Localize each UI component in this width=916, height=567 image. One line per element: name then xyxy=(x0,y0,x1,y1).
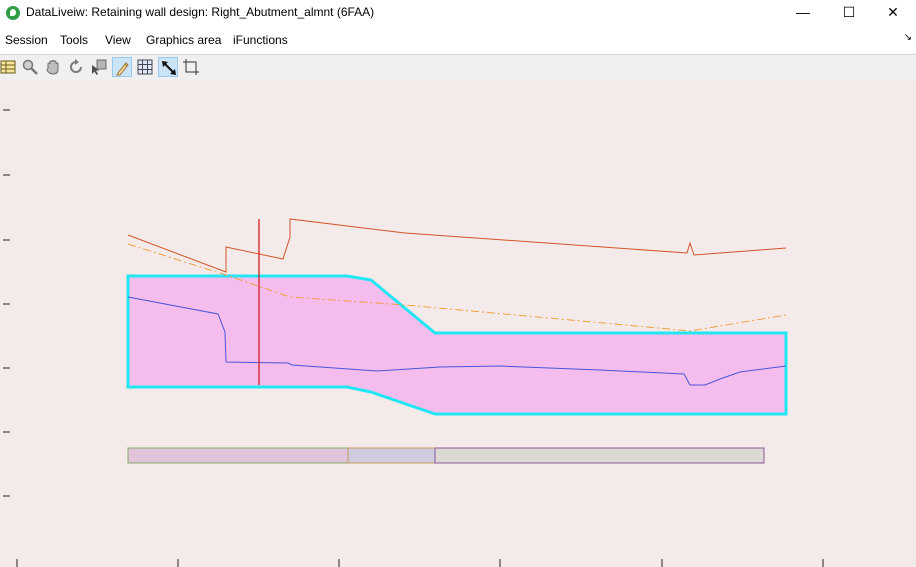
segment-bar-3[interactable] xyxy=(434,447,765,464)
zoom-icon[interactable] xyxy=(20,57,40,77)
minimize-button[interactable]: — xyxy=(796,4,810,20)
fit-frame-icon[interactable] xyxy=(181,57,201,77)
select-tool-icon[interactable] xyxy=(89,57,109,77)
grid-icon[interactable] xyxy=(135,57,155,77)
menu-graphics-area[interactable]: Graphics area xyxy=(146,33,222,47)
menu-ifunctions[interactable]: iFunctions xyxy=(233,33,288,47)
menu-tools[interactable]: Tools xyxy=(60,33,89,47)
menu-bar: Session Tools View Graphics area iFuncti… xyxy=(0,30,916,52)
reference-dashed-line xyxy=(127,243,787,332)
segment-bar-1[interactable] xyxy=(127,447,349,464)
horizontal-axis-ticks xyxy=(16,559,824,567)
maximize-button[interactable]: ☐ xyxy=(842,4,856,20)
pencil-icon[interactable] xyxy=(112,57,132,77)
menu-session[interactable]: Session xyxy=(5,33,48,47)
menu-view[interactable]: View xyxy=(105,33,131,47)
retaining-wall-drawing[interactable] xyxy=(0,81,916,567)
table-icon[interactable] xyxy=(0,57,18,77)
profile-line xyxy=(127,296,787,386)
segment-bar-2[interactable] xyxy=(347,447,436,464)
title-bar: DataLiveiw: Retaining wall design: Right… xyxy=(0,0,916,26)
close-button[interactable]: ✕ xyxy=(887,4,899,20)
pan-hand-icon[interactable] xyxy=(43,57,63,77)
graphics-area[interactable] xyxy=(0,81,916,567)
terrain-line xyxy=(127,218,787,273)
rotate-icon[interactable] xyxy=(66,57,86,77)
toolbar xyxy=(0,54,916,82)
resize-arrow-icon[interactable] xyxy=(158,57,178,77)
menu-overflow-icon[interactable]: ↘ xyxy=(903,32,912,43)
window-title: DataLiveiw: Retaining wall design: Right… xyxy=(26,5,375,19)
vertical-axis-ticks xyxy=(3,109,10,497)
app-logo-icon xyxy=(6,6,20,20)
retaining-wall-body[interactable] xyxy=(126,274,788,416)
